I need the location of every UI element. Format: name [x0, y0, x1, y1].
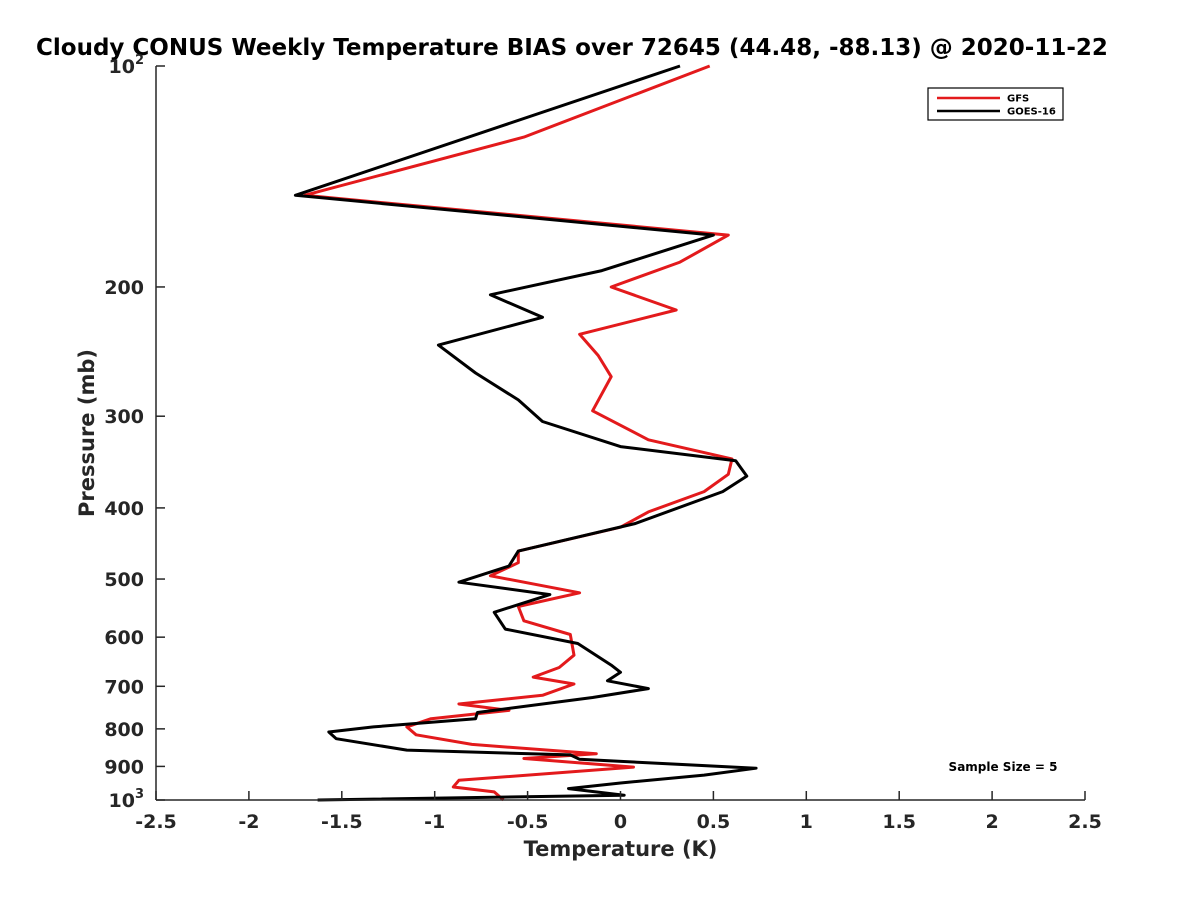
x-tick-label: -2.5: [135, 811, 177, 833]
x-tick-label: 2: [985, 811, 998, 833]
x-tick-label: 2.5: [1068, 811, 1102, 833]
legend-label: GOES-16: [1007, 107, 1056, 118]
x-tick-label: -1.5: [321, 811, 363, 833]
x-tick-label: -2: [238, 811, 259, 833]
series-gfs: [303, 64, 734, 802]
y-tick-label: 400: [104, 498, 144, 520]
y-tick-label: 103: [109, 787, 145, 812]
legend-box: [927, 87, 1064, 121]
series-layer: [293, 64, 758, 802]
y-tick-label: 300: [104, 406, 144, 428]
x-tick-label: 0.5: [697, 811, 731, 833]
sample-size-annotation: Sample Size = 5: [949, 760, 1058, 774]
x-tick-label: -0.5: [507, 811, 549, 833]
y-tick-label: 500: [104, 569, 144, 591]
y-axis-label: Pressure (mb): [75, 349, 99, 517]
y-tick-label: 600: [104, 627, 144, 649]
legend: GFS GOES-16: [927, 87, 1064, 121]
y-tick-label: 200: [104, 277, 144, 299]
y-tick-label: 700: [104, 676, 144, 698]
y-tick-label: 102: [109, 53, 145, 78]
y-tick-label: 800: [104, 719, 144, 741]
x-tick-label: 1: [800, 811, 813, 833]
x-axis-label: Temperature (K): [524, 837, 718, 861]
series-line: [303, 64, 734, 802]
axes-layer: -2.5 -2 -1.5 -1 -0.5 0 0.5 1 1.5 2 2.5 102 200 300 400…: [104, 53, 1102, 833]
chart-title: Cloudy CONUS Weekly Temperature BIAS ove…: [36, 35, 1108, 61]
x-tick-label: 1.5: [882, 811, 916, 833]
y-tick-label: 900: [104, 756, 144, 778]
x-tick-label: 0: [614, 811, 627, 833]
series-goes-16: [293, 64, 758, 802]
legend-label: GFS: [1007, 94, 1029, 105]
x-tick-label: -1: [424, 811, 445, 833]
